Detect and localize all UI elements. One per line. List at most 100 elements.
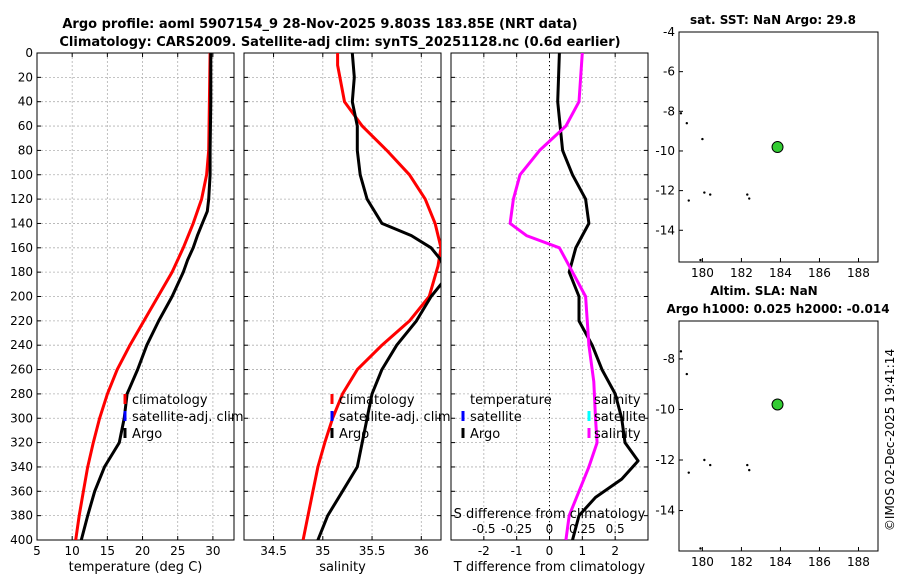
x-tick-label: 30 bbox=[205, 544, 220, 558]
x2-tick-label: -0.5 bbox=[472, 522, 495, 536]
title-line-1: Argo profile: aoml 5907154_9 28-Nov-2025… bbox=[62, 17, 577, 32]
y-tick-label: 280 bbox=[10, 387, 33, 401]
legend-label: satellite bbox=[594, 410, 646, 425]
y-tick-label: 300 bbox=[10, 411, 33, 425]
x2-tick-label: 0.25 bbox=[569, 522, 596, 536]
legend-label: satellite-adj. clim bbox=[132, 410, 244, 425]
x-tick-label: 2 bbox=[611, 544, 619, 558]
island-mark bbox=[699, 258, 702, 262]
title-line-2: Climatology: CARS2009. Satellite-adj cli… bbox=[59, 35, 620, 50]
island-mark bbox=[685, 122, 689, 125]
x-tick-label: 10 bbox=[65, 544, 80, 558]
map-x-tick-label: 188 bbox=[847, 266, 870, 280]
map-x-tick-label: 182 bbox=[730, 555, 753, 569]
legend-label: climatology bbox=[132, 393, 208, 408]
profile-location-marker bbox=[771, 398, 784, 411]
y-tick-label: 100 bbox=[10, 168, 33, 182]
y-tick-label: 340 bbox=[10, 460, 33, 474]
legend-label: Argo bbox=[132, 427, 162, 442]
x-axis-label: temperature (deg C) bbox=[69, 560, 203, 575]
profile-location-marker bbox=[771, 141, 784, 154]
series-argo bbox=[79, 53, 213, 540]
map-x-tick-label: 186 bbox=[808, 555, 831, 569]
legend-label: Argo bbox=[339, 427, 369, 442]
island-mark bbox=[699, 547, 702, 550]
map-y-tick-label: -6 bbox=[663, 65, 675, 79]
x-axis-label: T difference from climatology bbox=[453, 560, 646, 575]
island-mark bbox=[709, 193, 712, 196]
map-y-tick-label: -8 bbox=[663, 352, 675, 366]
salinity-plot: 34.5 35 35.5 36 salinity climatology satellite… bbox=[243, 52, 451, 575]
island-mark bbox=[687, 199, 690, 202]
island-mark bbox=[679, 112, 683, 115]
x-tick-label: 35.5 bbox=[359, 544, 386, 558]
map-y-tick-label: -8 bbox=[663, 104, 675, 118]
x2-tick-label: 0.5 bbox=[606, 522, 625, 536]
axes-frame bbox=[36, 52, 235, 541]
y-tick-label: 240 bbox=[10, 338, 33, 352]
island-mark bbox=[748, 197, 751, 200]
series-climatology bbox=[74, 53, 212, 540]
difference-plot: -2 -1 0 1 2 T difference from climatology temp… bbox=[450, 52, 649, 575]
map-y-tick-label: -10 bbox=[655, 402, 675, 416]
x-tick-label: 35 bbox=[315, 544, 330, 558]
y-tick-label: 160 bbox=[10, 241, 33, 255]
island-mark bbox=[748, 468, 751, 472]
map-x-tick-label: 184 bbox=[769, 266, 792, 280]
island-mark bbox=[746, 463, 749, 467]
imos-stamp: ©IMOS 02-Dec-2025 19:41:14 bbox=[883, 349, 897, 531]
legend-label: temperature bbox=[470, 393, 552, 408]
series-climatology bbox=[301, 53, 441, 540]
island-mark bbox=[703, 191, 706, 194]
map-x-tick-label: 182 bbox=[730, 266, 753, 280]
axes-frame bbox=[243, 52, 442, 541]
island-mark bbox=[685, 372, 689, 376]
series-argo bbox=[316, 53, 441, 540]
y-tick-label: 60 bbox=[18, 119, 33, 133]
island-mark bbox=[701, 137, 704, 141]
legend-label: Argo bbox=[470, 427, 500, 442]
series-s-diff bbox=[508, 53, 599, 540]
x-tick-label: 25 bbox=[170, 544, 185, 558]
island-mark bbox=[679, 350, 683, 353]
y-tick-label: 180 bbox=[10, 265, 33, 279]
map-y-tick-label: -10 bbox=[655, 144, 675, 158]
y-tick-label: 120 bbox=[10, 192, 33, 206]
y-tick-label: 220 bbox=[10, 314, 33, 328]
y-tick-label: 320 bbox=[10, 436, 33, 450]
y-tick-label: 80 bbox=[18, 143, 33, 157]
y-tick-label: 260 bbox=[10, 363, 33, 377]
x2-tick-label: -0.25 bbox=[501, 522, 532, 536]
map-x-tick-label: 186 bbox=[808, 266, 831, 280]
y-tick-label: 20 bbox=[18, 70, 33, 84]
island-mark bbox=[746, 193, 749, 196]
legend-label: satellite bbox=[470, 410, 522, 425]
temperature-plot: 0 20 40 60 80 100 120 140 160 180 200 220 240 260 280 3… bbox=[10, 46, 244, 575]
x-tick-label: 20 bbox=[135, 544, 150, 558]
sst-map: 180 182 184 186 188 -4 -6 -8 -10 -12 -14 bbox=[655, 25, 879, 280]
map-y-tick-label: -14 bbox=[655, 223, 675, 237]
map-x-tick-label: 180 bbox=[691, 555, 714, 569]
x-tick-label: -2 bbox=[478, 544, 490, 558]
sst-title: sat. SST: NaN Argo: 29.8 bbox=[690, 13, 856, 27]
island-mark bbox=[703, 458, 706, 462]
x-tick-label: 1 bbox=[579, 544, 587, 558]
y-tick-label: 40 bbox=[18, 95, 33, 109]
x-tick-label: 36 bbox=[414, 544, 429, 558]
map-y-tick-label: -12 bbox=[655, 453, 675, 467]
x-tick-label: 0 bbox=[546, 544, 554, 558]
x-tick-label: 5 bbox=[33, 544, 41, 558]
axes-frame bbox=[450, 52, 649, 541]
island-mark bbox=[709, 463, 712, 467]
sla-title: Altim. SLA: NaN bbox=[710, 284, 817, 298]
legend-label: salinity bbox=[594, 427, 641, 442]
x-tick-label: 34.5 bbox=[260, 544, 287, 558]
x2-axis-label: S difference from climatology bbox=[454, 507, 646, 522]
legend-label: salinity bbox=[594, 393, 641, 408]
y-tick-label: 380 bbox=[10, 509, 33, 523]
series-t-diff bbox=[556, 53, 640, 540]
map-frame bbox=[678, 320, 879, 552]
x-axis-label: salinity bbox=[319, 560, 366, 575]
argo-h-text: Argo h1000: 0.025 h2000: -0.014 bbox=[666, 302, 889, 316]
